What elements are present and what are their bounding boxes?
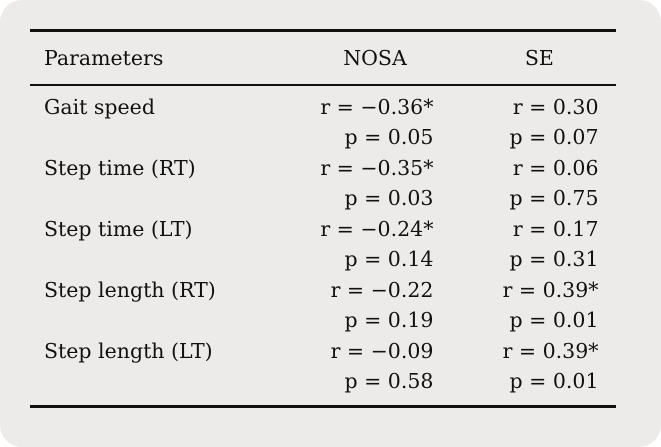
parameter-label: Step time (RT) <box>44 155 196 180</box>
nosa-p-value: p = 0.58 <box>344 369 434 393</box>
se-p-value: p = 0.31 <box>509 247 599 271</box>
se-p-value: p = 0.01 <box>509 308 599 332</box>
nosa-p-value: p = 0.03 <box>344 186 434 210</box>
table-row: Gait speed r = −0.36* r = 0.30 <box>30 86 616 123</box>
se-r-value: r = 0.06 <box>512 155 599 180</box>
top-rule <box>30 29 616 32</box>
nosa-r-value: r = −0.22 <box>330 277 434 302</box>
nosa-r-value: r = −0.35* <box>320 155 434 180</box>
header-parameters: Parameters <box>44 46 164 70</box>
se-r-value: r = 0.30 <box>512 94 599 119</box>
parameter-label: Step length (RT) <box>44 277 216 302</box>
table-row: p = 0.19 p = 0.01 <box>30 305 616 336</box>
se-r-value: r = 0.17 <box>512 216 599 241</box>
header-nosa: NOSA <box>343 46 407 70</box>
table-row: Step time (LT) r = −0.24* r = 0.17 <box>30 214 616 245</box>
header-se: SE <box>524 46 554 70</box>
se-p-value: p = 0.75 <box>509 186 599 210</box>
table-row: Step time (RT) r = −0.35* r = 0.06 <box>30 153 616 184</box>
se-r-value: r = 0.39* <box>502 338 599 363</box>
table-row: Step length (LT) r = −0.09 r = 0.39* <box>30 336 616 367</box>
parameter-label: Step time (LT) <box>44 216 193 241</box>
se-p-value: p = 0.01 <box>509 369 599 393</box>
nosa-r-value: r = −0.09 <box>330 338 434 363</box>
correlation-table: Parameters NOSA SE Gait speed r = −0.36*… <box>30 29 616 408</box>
table-row: p = 0.14 p = 0.31 <box>30 244 616 275</box>
table-row: p = 0.05 p = 0.07 <box>30 122 616 153</box>
table-row: p = 0.58 p = 0.01 <box>30 366 616 405</box>
nosa-r-value: r = −0.36* <box>320 94 434 119</box>
table-row: p = 0.03 p = 0.75 <box>30 183 616 214</box>
parameter-label: Step length (LT) <box>44 338 213 363</box>
header-row: Parameters NOSA SE <box>30 32 616 84</box>
bottom-rule <box>30 404 616 408</box>
nosa-p-value: p = 0.14 <box>344 247 434 271</box>
header-rule <box>30 84 616 86</box>
table-row: Step length (RT) r = −0.22 r = 0.39* <box>30 275 616 306</box>
se-r-value: r = 0.39* <box>502 277 599 302</box>
nosa-r-value: r = −0.24* <box>320 216 434 241</box>
se-p-value: p = 0.07 <box>509 125 599 149</box>
nosa-p-value: p = 0.05 <box>344 125 434 149</box>
parameter-label: Gait speed <box>44 94 155 119</box>
nosa-p-value: p = 0.19 <box>344 308 434 332</box>
